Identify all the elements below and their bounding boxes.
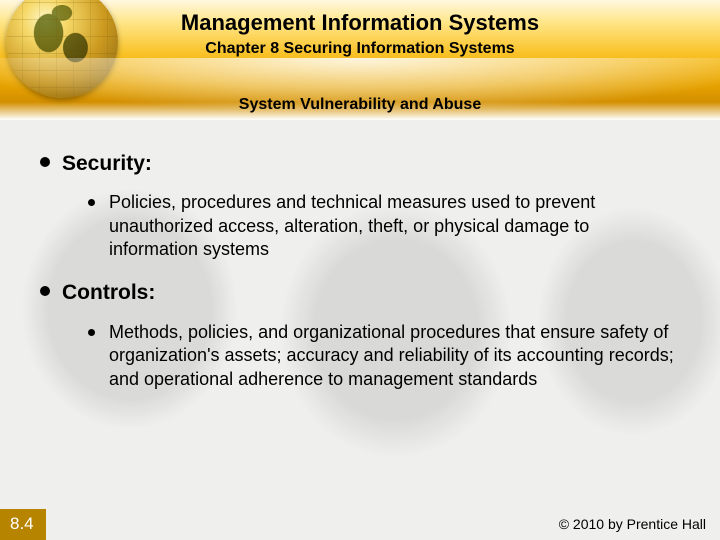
list-item: Security: Policies, procedures and techn… (40, 150, 680, 261)
copyright-text: © 2010 by Prentice Hall (559, 516, 706, 532)
slide: Management Information Systems Chapter 8… (0, 0, 720, 540)
header-text: Management Information Systems Chapter 8… (0, 10, 720, 58)
list-item: Policies, procedures and technical measu… (88, 191, 680, 261)
bullet-dot-icon (40, 286, 50, 296)
bullet-label: Security: (62, 150, 152, 177)
slide-title: Management Information Systems (0, 10, 720, 36)
sub-bullet-list: Methods, policies, and organizational pr… (88, 321, 680, 391)
bullet-dot-icon (40, 157, 50, 167)
slide-number-badge: 8.4 (0, 509, 46, 540)
sub-bullet-text: Methods, policies, and organizational pr… (109, 321, 680, 391)
content-area: Security: Policies, procedures and techn… (40, 150, 680, 409)
sub-bullet-text: Policies, procedures and technical measu… (109, 191, 680, 261)
section-heading: System Vulnerability and Abuse (0, 96, 720, 114)
bullet-dot-icon (88, 329, 95, 336)
chapter-subtitle: Chapter 8 Securing Information Systems (0, 40, 720, 58)
sub-bullet-list: Policies, procedures and technical measu… (88, 191, 680, 261)
list-item: Methods, policies, and organizational pr… (88, 321, 680, 391)
bullet-label: Controls: (62, 279, 155, 306)
bullet-dot-icon (88, 199, 95, 206)
bullet-list: Security: Policies, procedures and techn… (40, 150, 680, 391)
list-item: Controls: Methods, policies, and organiz… (40, 279, 680, 390)
